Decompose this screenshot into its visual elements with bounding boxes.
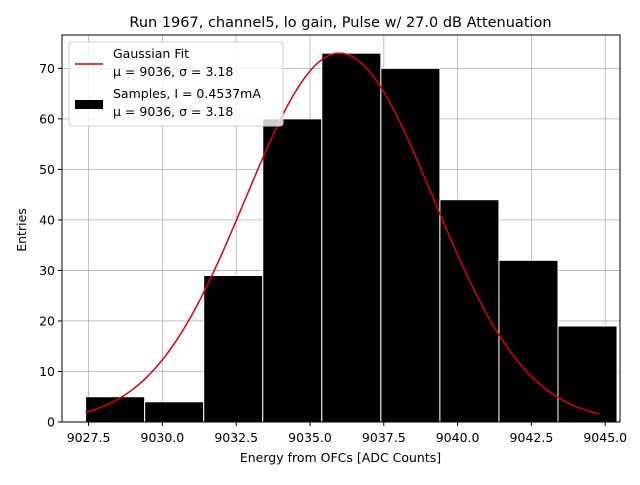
x-tick-label-3: 9035.0 — [288, 430, 332, 445]
y-tick-label-4: 40 — [39, 212, 55, 227]
gaussian-fit-curve — [85, 52, 600, 415]
plot-frame — [61, 34, 621, 423]
legend-fit-label: Gaussian Fit — [113, 46, 189, 61]
y-tick-label-5: 50 — [39, 162, 55, 177]
histogram-bar-5 — [380, 67, 441, 423]
x-axis-ticks: 9027.5 9030.0 9032.5 9035.0 9037.5 9040.0 9042… — [67, 422, 627, 445]
legend-samples-swatch — [75, 100, 103, 109]
x-tick-label-5: 9040.0 — [436, 430, 480, 445]
y-tick-label-2: 20 — [39, 313, 55, 328]
legend-fit-stats: μ = 9036, σ = 3.18 — [113, 64, 233, 79]
histogram-bars — [85, 52, 618, 423]
y-axis-label: Entries — [14, 208, 29, 252]
y-tick-label-6: 60 — [39, 111, 55, 126]
legend-samples-label: Samples, I = 0.4537mA — [113, 86, 261, 101]
y-tick-label-0: 0 — [47, 415, 55, 430]
x-axis-label: Energy from OFCs [ADC Counts] — [240, 450, 441, 465]
y-tick-label-7: 70 — [39, 61, 55, 76]
x-tick-label-1: 9030.0 — [141, 430, 185, 445]
x-tick-label-7: 9045.0 — [583, 430, 627, 445]
legend-samples-stats: μ = 9036, σ = 3.18 — [113, 104, 233, 119]
histogram-bar-8 — [557, 325, 618, 423]
legend: Gaussian Fit μ = 9036, σ = 3.18 Samples,… — [68, 41, 284, 127]
histogram-bar-3 — [262, 118, 323, 423]
histogram-bar-2 — [203, 274, 264, 423]
histogram-bar-4 — [321, 52, 382, 423]
y-axis-ticks: 0 10 20 30 40 50 60 70 — [39, 61, 62, 430]
x-tick-label-4: 9037.5 — [362, 430, 406, 445]
y-tick-label-3: 30 — [39, 263, 55, 278]
chart-title: Run 1967, channel5, lo gain, Pulse w/ 27… — [129, 15, 551, 31]
legend-box — [68, 41, 284, 127]
histogram-bar-7 — [498, 259, 559, 423]
x-tick-label-0: 9027.5 — [67, 430, 111, 445]
histogram-bar-1 — [144, 401, 205, 423]
x-tick-label-2: 9032.5 — [214, 430, 258, 445]
y-tick-label-1: 10 — [39, 364, 55, 379]
fit-line — [85, 52, 600, 415]
x-tick-label-6: 9042.5 — [510, 430, 554, 445]
